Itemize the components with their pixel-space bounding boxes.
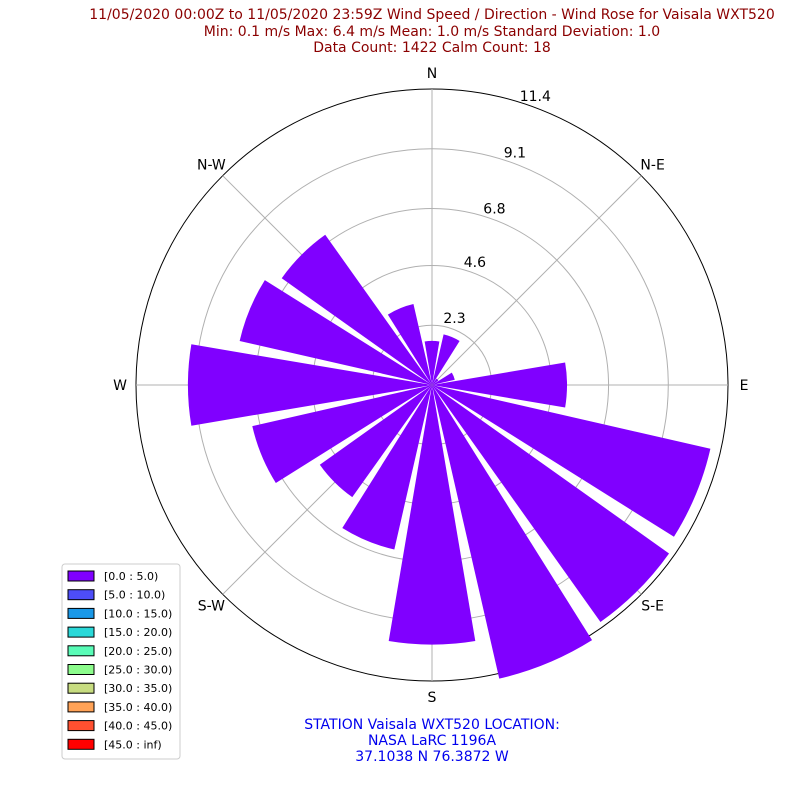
direction-label-nw: N-W <box>197 157 226 173</box>
legend-swatch-2 <box>67 607 95 619</box>
legend-swatch-0 <box>67 570 95 582</box>
sector-bar-14-bin-0 <box>281 234 432 385</box>
sector-bar-8-bin-0 <box>388 385 476 645</box>
sector-bar-5-bin-0 <box>432 385 711 537</box>
direction-label-sw: S-W <box>198 599 225 615</box>
legend-swatch-5 <box>67 664 95 675</box>
legend-entry-1: [5.0 : 10.0) <box>104 589 165 602</box>
direction-label-ne: N-E <box>640 157 664 173</box>
station-info: STATION Vaisala WXT520 LOCATION: NASA La… <box>304 717 560 765</box>
station-line-1: STATION Vaisala WXT520 LOCATION: <box>304 717 560 733</box>
legend-entry-9: [45.0 : inf) <box>104 738 162 751</box>
legend-swatch-8 <box>67 720 95 732</box>
station-line-3: 37.1038 N 76.3872 W <box>355 749 509 765</box>
direction-label-n: N <box>427 66 437 82</box>
legend-entry-0: [0.0 : 5.0) <box>104 570 158 583</box>
title-line-2: Min: 0.1 m/s Max: 6.4 m/s Mean: 1.0 m/s … <box>204 24 660 40</box>
radial-tick-label-1: 4.6 <box>464 255 486 271</box>
sector-bar-10-bin-0 <box>319 385 432 498</box>
legend-entry-2: [10.0 : 15.0) <box>104 607 172 620</box>
title-line-1: 11/05/2020 00:00Z to 11/05/2020 23:59Z W… <box>89 7 774 23</box>
sector-bar-3-bin-0 <box>432 372 455 385</box>
legend-swatch-3 <box>67 626 95 638</box>
sector-bar-7-bin-0 <box>432 385 593 679</box>
sector-bar-0-bin-0 <box>424 340 440 385</box>
sector-bar-9-bin-0 <box>342 385 432 550</box>
radial-tick-label-4: 11.4 <box>520 89 551 105</box>
radial-tick-label-3: 9.1 <box>504 145 526 161</box>
legend-entry-4: [20.0 : 25.0) <box>104 645 172 658</box>
legend-swatch-9 <box>67 738 95 750</box>
legend-entry-8: [40.0 : 45.0) <box>104 720 172 733</box>
sector-bar-4-bin-0 <box>432 362 568 408</box>
legend-entry-3: [15.0 : 20.0) <box>104 626 172 639</box>
sector-bar-13-bin-0 <box>239 280 432 385</box>
legend-entry-6: [30.0 : 35.0) <box>104 682 172 695</box>
legend-entry-5: [25.0 : 30.0) <box>104 664 172 677</box>
chart-title: 11/05/2020 00:00Z to 11/05/2020 23:59Z W… <box>89 7 774 56</box>
sector-bar-11-bin-0 <box>252 385 432 483</box>
sector-bar-6-bin-0 <box>432 385 670 623</box>
sector-bar-15-bin-0 <box>387 304 432 385</box>
legend-swatch-7 <box>67 701 95 713</box>
radial-tick-label-0: 2.3 <box>443 311 465 327</box>
legend-entry-7: [35.0 : 40.0) <box>104 701 172 714</box>
title-line-3: Data Count: 1422 Calm Count: 18 <box>313 40 551 56</box>
direction-labels: N N-E E S-E S S-W W N-W <box>113 66 748 706</box>
radial-tick-label-2: 6.8 <box>483 201 505 217</box>
legend-swatch-1 <box>67 589 95 601</box>
sector-bar-2-bin-0 <box>432 378 439 385</box>
direction-label-s: S <box>428 690 437 706</box>
sector-bar-1-bin-0 <box>432 334 460 385</box>
radial-tick-labels: 2.3 4.6 6.8 9.1 11.4 <box>443 89 551 327</box>
legend: [0.0 : 5.0) [5.0 : 10.0) [10.0 : 15.0) [15.… <box>61 563 181 760</box>
direction-label-w: W <box>113 378 127 394</box>
grid-spoke-ne <box>431 175 642 386</box>
sector-bars <box>187 234 711 679</box>
direction-label-se: S-E <box>641 599 664 615</box>
station-line-2: NASA LaRC 1196A <box>368 733 496 749</box>
direction-label-e: E <box>740 378 749 394</box>
legend-swatch-4 <box>67 645 95 657</box>
legend-swatch-6 <box>67 682 95 694</box>
sector-bar-12-bin-0 <box>187 344 432 426</box>
